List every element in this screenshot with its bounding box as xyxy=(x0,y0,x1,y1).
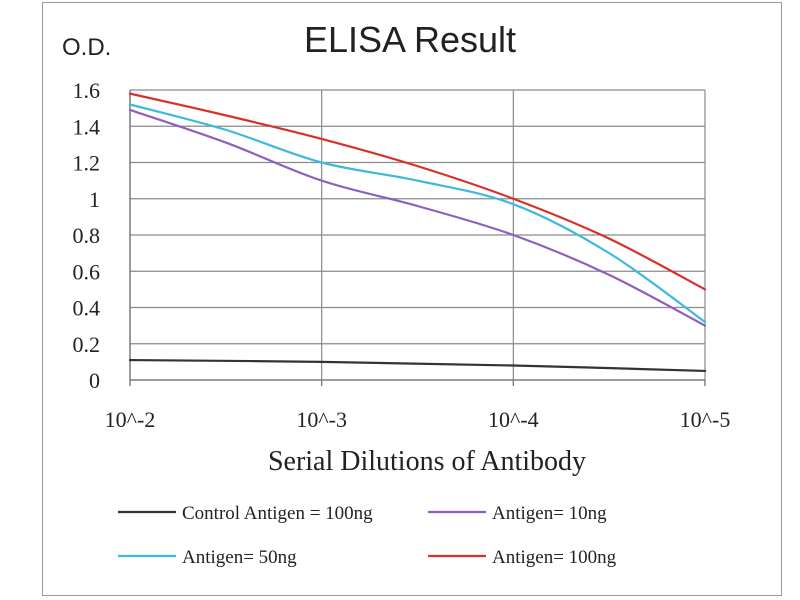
x-tick-label: 10^-2 xyxy=(105,407,156,432)
legend-item: Antigen= 50ng xyxy=(118,547,297,568)
data-series xyxy=(128,92,707,373)
legend-item: Antigen= 100ng xyxy=(428,547,617,568)
y-tick-labels: 0 0.2 0.4 0.6 0.8 1 1.2 1.4 1.6 xyxy=(73,78,101,393)
y-tick-label: 0.6 xyxy=(73,259,101,284)
x-tick-label: 10^-5 xyxy=(680,407,731,432)
y-tick-label: 1.6 xyxy=(73,78,101,103)
y-tick-label: 0.2 xyxy=(73,332,101,357)
series-line-0 xyxy=(128,358,707,373)
legend-label: Antigen= 100ng xyxy=(492,547,617,568)
x-tick-labels: 10^-2 10^-3 10^-4 10^-5 xyxy=(105,407,731,432)
gridlines xyxy=(129,89,706,380)
series-line-1 xyxy=(128,108,707,327)
chart-title: ELISA Result xyxy=(304,19,516,60)
legend-label: Antigen= 10ng xyxy=(492,503,607,524)
y-tick-label: 0 xyxy=(89,368,100,393)
y-tick-label: 0.4 xyxy=(73,296,101,321)
series-line-3 xyxy=(128,92,707,291)
legend-item: Antigen= 10ng xyxy=(428,503,607,524)
y-tick-label: 0.8 xyxy=(73,223,101,248)
legend: Control Antigen = 100ng Antigen= 10ng Anti… xyxy=(118,503,617,568)
y-tick-label: 1 xyxy=(89,187,100,212)
y-tick-label: 1.4 xyxy=(73,114,101,139)
y-tick-label: 1.2 xyxy=(73,151,101,176)
legend-label: Control Antigen = 100ng xyxy=(182,503,373,524)
x-tick-label: 10^-4 xyxy=(488,407,539,432)
axes xyxy=(129,90,706,386)
series-line-2 xyxy=(128,103,707,324)
legend-label: Antigen= 50ng xyxy=(182,547,297,568)
x-axis-label: Serial Dilutions of Antibody xyxy=(268,446,586,477)
x-tick-label: 10^-3 xyxy=(296,407,347,432)
y-axis-label: O.D. xyxy=(62,34,111,61)
legend-item: Control Antigen = 100ng xyxy=(118,503,373,524)
